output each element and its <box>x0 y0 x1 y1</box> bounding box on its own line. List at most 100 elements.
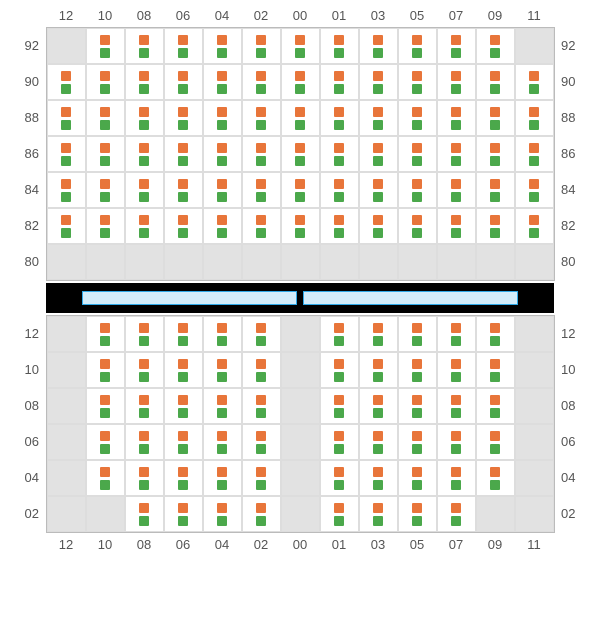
port-cell[interactable] <box>437 100 476 136</box>
port-cell[interactable] <box>164 64 203 100</box>
port-cell[interactable] <box>86 64 125 100</box>
port-cell[interactable] <box>515 136 554 172</box>
port-cell[interactable] <box>125 352 164 388</box>
port-cell[interactable] <box>164 100 203 136</box>
port-cell[interactable] <box>164 316 203 352</box>
port-cell[interactable] <box>164 136 203 172</box>
port-cell[interactable] <box>476 388 515 424</box>
port-cell[interactable] <box>242 388 281 424</box>
port-cell[interactable] <box>476 28 515 64</box>
port-cell[interactable] <box>359 316 398 352</box>
port-cell[interactable] <box>359 352 398 388</box>
port-cell[interactable] <box>359 388 398 424</box>
port-cell[interactable] <box>281 100 320 136</box>
port-cell[interactable] <box>398 136 437 172</box>
port-cell[interactable] <box>398 496 437 532</box>
port-cell[interactable] <box>242 460 281 496</box>
port-cell[interactable] <box>242 424 281 460</box>
port-cell[interactable] <box>242 208 281 244</box>
port-cell[interactable] <box>320 496 359 532</box>
port-cell[interactable] <box>242 172 281 208</box>
port-cell[interactable] <box>398 424 437 460</box>
port-cell[interactable] <box>164 460 203 496</box>
port-cell[interactable] <box>281 28 320 64</box>
port-cell[interactable] <box>437 388 476 424</box>
port-cell[interactable] <box>86 352 125 388</box>
port-cell[interactable] <box>164 424 203 460</box>
port-cell[interactable] <box>320 352 359 388</box>
port-cell[interactable] <box>398 460 437 496</box>
port-cell[interactable] <box>125 316 164 352</box>
port-cell[interactable] <box>320 136 359 172</box>
port-cell[interactable] <box>398 388 437 424</box>
port-cell[interactable] <box>320 28 359 64</box>
port-cell[interactable] <box>359 172 398 208</box>
port-cell[interactable] <box>437 208 476 244</box>
port-cell[interactable] <box>86 136 125 172</box>
port-cell[interactable] <box>164 172 203 208</box>
port-cell[interactable] <box>203 172 242 208</box>
port-cell[interactable] <box>281 172 320 208</box>
port-cell[interactable] <box>359 208 398 244</box>
port-cell[interactable] <box>125 64 164 100</box>
port-cell[interactable] <box>437 172 476 208</box>
port-cell[interactable] <box>47 208 86 244</box>
port-cell[interactable] <box>86 28 125 64</box>
port-cell[interactable] <box>476 460 515 496</box>
port-cell[interactable] <box>164 208 203 244</box>
port-cell[interactable] <box>125 172 164 208</box>
port-cell[interactable] <box>164 352 203 388</box>
port-cell[interactable] <box>398 172 437 208</box>
port-cell[interactable] <box>47 100 86 136</box>
port-cell[interactable] <box>281 64 320 100</box>
port-cell[interactable] <box>476 424 515 460</box>
port-cell[interactable] <box>281 208 320 244</box>
port-cell[interactable] <box>242 352 281 388</box>
port-cell[interactable] <box>398 208 437 244</box>
port-cell[interactable] <box>86 460 125 496</box>
port-cell[interactable] <box>476 64 515 100</box>
port-cell[interactable] <box>476 172 515 208</box>
port-cell[interactable] <box>203 100 242 136</box>
port-cell[interactable] <box>203 388 242 424</box>
port-cell[interactable] <box>86 316 125 352</box>
port-cell[interactable] <box>86 172 125 208</box>
port-cell[interactable] <box>437 316 476 352</box>
port-cell[interactable] <box>86 388 125 424</box>
port-cell[interactable] <box>164 388 203 424</box>
port-cell[interactable] <box>437 352 476 388</box>
port-cell[interactable] <box>125 388 164 424</box>
port-cell[interactable] <box>515 172 554 208</box>
port-cell[interactable] <box>125 496 164 532</box>
port-cell[interactable] <box>476 316 515 352</box>
port-cell[interactable] <box>437 64 476 100</box>
port-cell[interactable] <box>242 28 281 64</box>
port-cell[interactable] <box>320 424 359 460</box>
port-cell[interactable] <box>242 496 281 532</box>
port-cell[interactable] <box>125 208 164 244</box>
port-cell[interactable] <box>476 352 515 388</box>
port-cell[interactable] <box>203 208 242 244</box>
port-cell[interactable] <box>125 136 164 172</box>
port-cell[interactable] <box>203 352 242 388</box>
port-cell[interactable] <box>437 460 476 496</box>
port-cell[interactable] <box>86 424 125 460</box>
port-cell[interactable] <box>203 316 242 352</box>
port-cell[interactable] <box>320 388 359 424</box>
port-cell[interactable] <box>320 100 359 136</box>
port-cell[interactable] <box>164 28 203 64</box>
port-cell[interactable] <box>515 100 554 136</box>
port-cell[interactable] <box>359 100 398 136</box>
port-cell[interactable] <box>203 136 242 172</box>
port-cell[interactable] <box>398 352 437 388</box>
port-cell[interactable] <box>47 172 86 208</box>
port-cell[interactable] <box>320 316 359 352</box>
port-cell[interactable] <box>476 100 515 136</box>
port-cell[interactable] <box>203 460 242 496</box>
port-cell[interactable] <box>359 136 398 172</box>
port-cell[interactable] <box>203 28 242 64</box>
port-cell[interactable] <box>398 64 437 100</box>
port-cell[interactable] <box>125 28 164 64</box>
port-cell[interactable] <box>359 460 398 496</box>
port-cell[interactable] <box>320 460 359 496</box>
